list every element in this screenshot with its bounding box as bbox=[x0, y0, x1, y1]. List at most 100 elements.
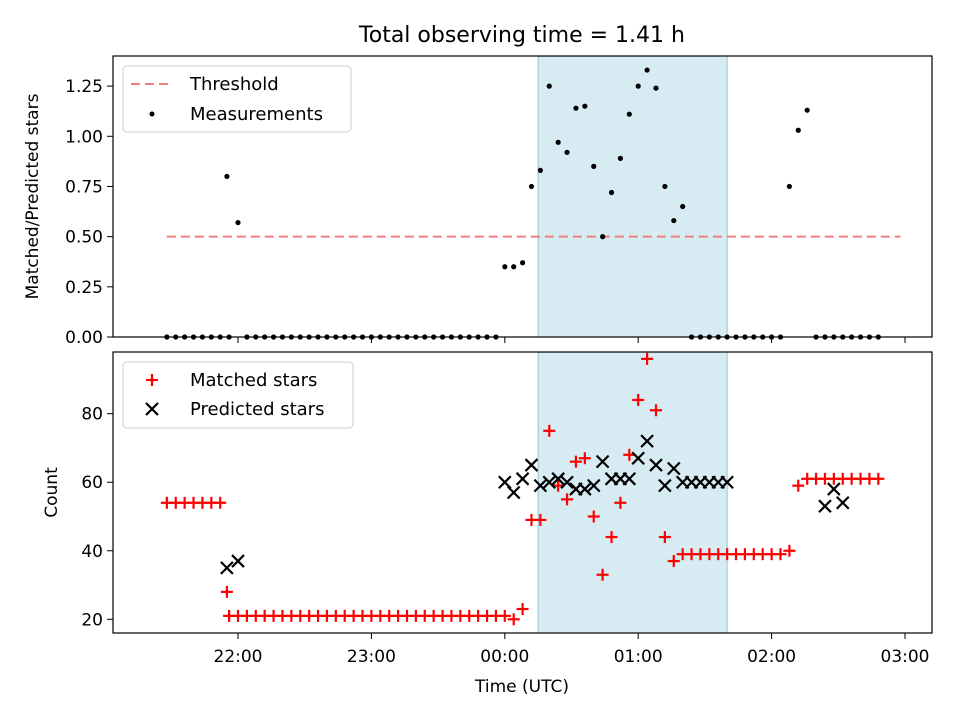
bottom-legend-box bbox=[122, 361, 354, 429]
top-legend: Threshold Measurements bbox=[122, 65, 352, 133]
measurement-point bbox=[671, 217, 677, 224]
predicted-stars-points bbox=[220, 434, 850, 575]
y-tick-label: 0.50 bbox=[65, 228, 103, 248]
matched-star-marker bbox=[667, 555, 680, 568]
y-tick-label: 1.25 bbox=[65, 77, 103, 97]
top-y-ticks: 0.00 0.25 0.50 0.75 1.00 1.25 bbox=[65, 77, 113, 348]
bottom-x-ticks: 22:00 23:00 00:00 01:00 02:00 03:00 bbox=[214, 633, 930, 667]
matched-star-marker bbox=[614, 496, 627, 509]
predicted-star-marker bbox=[231, 554, 245, 568]
observing-window-highlight bbox=[537, 55, 728, 338]
predicted-star-marker bbox=[524, 458, 539, 472]
x-tick-label: 03:00 bbox=[881, 647, 930, 667]
predicted-star-marker bbox=[542, 475, 557, 489]
matched-star-marker bbox=[774, 548, 787, 561]
predicted-star-marker bbox=[818, 499, 832, 513]
measurement-point bbox=[680, 203, 686, 210]
measurement-point bbox=[502, 264, 508, 270]
measurement-point bbox=[600, 234, 606, 240]
measurement-point bbox=[662, 183, 668, 190]
legend-threshold-label: Threshold bbox=[189, 74, 279, 95]
predicted-star-marker bbox=[551, 472, 565, 486]
measurement-point bbox=[582, 103, 588, 109]
x-tick-label: 02:00 bbox=[747, 647, 796, 667]
top-legend-box bbox=[122, 65, 352, 133]
measurement-point bbox=[537, 167, 543, 174]
y-tick-label: 1.00 bbox=[65, 127, 103, 147]
matched-star-marker bbox=[641, 352, 654, 365]
measurement-point bbox=[804, 107, 810, 113]
matched-star-marker bbox=[578, 452, 591, 465]
measurement-point bbox=[795, 127, 801, 133]
y-tick-label: 40 bbox=[81, 542, 103, 562]
measurement-point bbox=[224, 173, 230, 180]
measurement-point bbox=[519, 260, 526, 266]
predicted-star-marker bbox=[827, 482, 841, 496]
predicted-star-marker bbox=[506, 485, 521, 500]
matched-stars-points bbox=[160, 352, 885, 626]
predicted-star-marker bbox=[640, 434, 654, 448]
measurements-legend-swatch bbox=[149, 111, 155, 117]
legend-predicted-label: Predicted stars bbox=[190, 399, 324, 420]
top-y-axis-label: Matched/Predicted stars bbox=[23, 93, 43, 299]
measurement-point bbox=[786, 183, 792, 190]
matched-star-marker bbox=[783, 544, 796, 557]
top-x-ticks bbox=[237, 337, 906, 343]
measurement-point bbox=[644, 67, 650, 73]
matched-star-marker bbox=[649, 404, 662, 417]
predicted-star-marker bbox=[533, 478, 548, 493]
predicted-star-marker bbox=[622, 472, 637, 486]
legend-matched-label: Matched stars bbox=[190, 370, 317, 391]
matched-star-marker bbox=[596, 568, 609, 581]
measurement-point bbox=[235, 219, 241, 226]
predicted-star-marker bbox=[649, 458, 663, 472]
measurement-point bbox=[564, 149, 570, 155]
predicted-star-marker bbox=[631, 451, 645, 466]
measurement-point bbox=[528, 183, 535, 190]
matched-star-marker bbox=[569, 455, 582, 468]
predicted-star-marker bbox=[835, 496, 850, 510]
measurement-point bbox=[555, 139, 561, 145]
predicted-star-marker bbox=[220, 561, 234, 575]
matched-star-marker bbox=[543, 424, 556, 437]
matched-star-marker bbox=[534, 513, 547, 526]
top-axes-frame bbox=[112, 55, 933, 338]
matched-star-marker bbox=[214, 496, 227, 509]
matched-star-marker bbox=[587, 510, 600, 523]
x-tick-label: 22:00 bbox=[214, 647, 263, 667]
x-tick-label: 23:00 bbox=[347, 647, 396, 667]
predicted-star-marker bbox=[578, 482, 592, 496]
predicted-star-marker bbox=[658, 478, 672, 493]
measurement-point bbox=[573, 105, 579, 111]
predicted-star-marker bbox=[515, 472, 530, 486]
matched-star-marker bbox=[605, 531, 618, 544]
predicted-star-marker bbox=[666, 461, 681, 476]
x-tick-label: 01:00 bbox=[614, 647, 663, 667]
y-tick-label: 20 bbox=[81, 610, 103, 630]
matched-star-marker bbox=[507, 613, 520, 626]
matched-star-marker bbox=[658, 531, 671, 544]
measurement-point bbox=[653, 85, 659, 91]
matched-star-marker bbox=[632, 393, 645, 406]
measurement-point bbox=[511, 264, 517, 270]
y-tick-label: 80 bbox=[81, 405, 103, 425]
measurement-point bbox=[546, 83, 552, 89]
matched-star-marker bbox=[516, 603, 529, 616]
observing-window-highlight bbox=[537, 351, 728, 634]
predicted-star-marker bbox=[560, 475, 574, 489]
measurement-point bbox=[591, 163, 597, 169]
matched-star-marker bbox=[872, 472, 885, 485]
matched-star-marker bbox=[792, 479, 805, 492]
measurement-point bbox=[608, 189, 615, 196]
predicted-legend-swatch bbox=[145, 402, 159, 416]
matched-star-marker bbox=[220, 585, 233, 598]
predicted-star-marker bbox=[586, 478, 601, 493]
bottom-legend: Matched stars Predicted stars bbox=[122, 361, 354, 429]
matched-legend-swatch bbox=[146, 374, 158, 386]
y-tick-label: 0.25 bbox=[65, 278, 103, 298]
measurement-point bbox=[626, 111, 632, 117]
y-tick-label: 60 bbox=[81, 473, 103, 493]
predicted-star-marker bbox=[720, 475, 734, 489]
y-tick-label: 0.75 bbox=[65, 177, 103, 197]
